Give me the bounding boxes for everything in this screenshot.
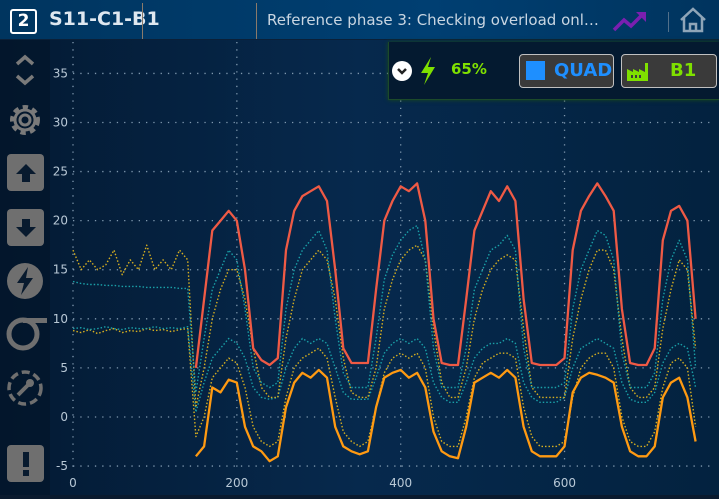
y-tick-label: 25 [53,165,68,179]
x-tick-label: 600 [553,476,576,490]
y-tick-label: 0 [60,410,68,424]
x-tick-label: 400 [389,476,412,490]
y-tick-label: 10 [53,312,68,326]
dotted-series-line [72,326,697,413]
solid-series-line [195,368,697,463]
x-tick-label: 200 [225,476,248,490]
divider [142,3,143,39]
solid-series-line [194,182,697,369]
alert-button[interactable] [7,445,44,482]
divider [256,3,257,39]
alert-icon [22,451,29,476]
sigma-icon[interactable] [5,312,47,352]
mode-color-swatch [526,61,545,80]
x-tick-label: 0 [69,476,77,490]
y-tick-label: 15 [53,263,68,277]
factory-icon [627,63,648,81]
chart-area: -5 0 5 10 15 20 25 30 35 0 200 400 600 [0,40,719,495]
dotted-series-line [72,327,697,448]
y-tick-label: 30 [53,115,68,129]
lightning-icon [421,57,435,85]
logo: 2 [10,9,37,34]
dotted-series-line [72,244,697,408]
arrow-down-button[interactable] [7,209,44,246]
trending-up-icon[interactable] [612,10,648,32]
wrench-icon[interactable] [5,368,45,408]
arrow-up-icon [15,163,36,182]
mode-label: QUAD [554,60,613,81]
machine-button[interactable]: B1 [621,54,717,88]
station-title[interactable]: S11-C1-B1 [49,8,160,30]
machine-label: B1 [670,60,697,81]
divider [668,12,669,32]
mode-button[interactable]: QUAD [519,54,614,88]
header: 2 S11-C1-B1 Reference phase 3: Checking … [0,0,719,40]
arrow-up-button[interactable] [7,154,44,191]
gear-icon[interactable] [5,100,45,140]
y-tick-label: 5 [60,361,68,375]
y-tick-label: 20 [53,214,68,228]
sidebar [0,40,50,495]
chevron-up-down-icon[interactable] [5,52,45,88]
arrow-down-icon [15,218,36,237]
y-tick-label: -5 [56,459,68,473]
lightning-icon[interactable] [5,261,45,301]
phase-status: Reference phase 3: Checking overload onl… [267,11,599,29]
status-panel: 65% QUAD B1 [388,42,719,100]
chevron-down-circle-icon[interactable] [391,60,413,82]
battery-level: 65% [451,60,487,78]
home-icon[interactable] [679,7,707,33]
y-tick-label: 35 [53,66,68,80]
